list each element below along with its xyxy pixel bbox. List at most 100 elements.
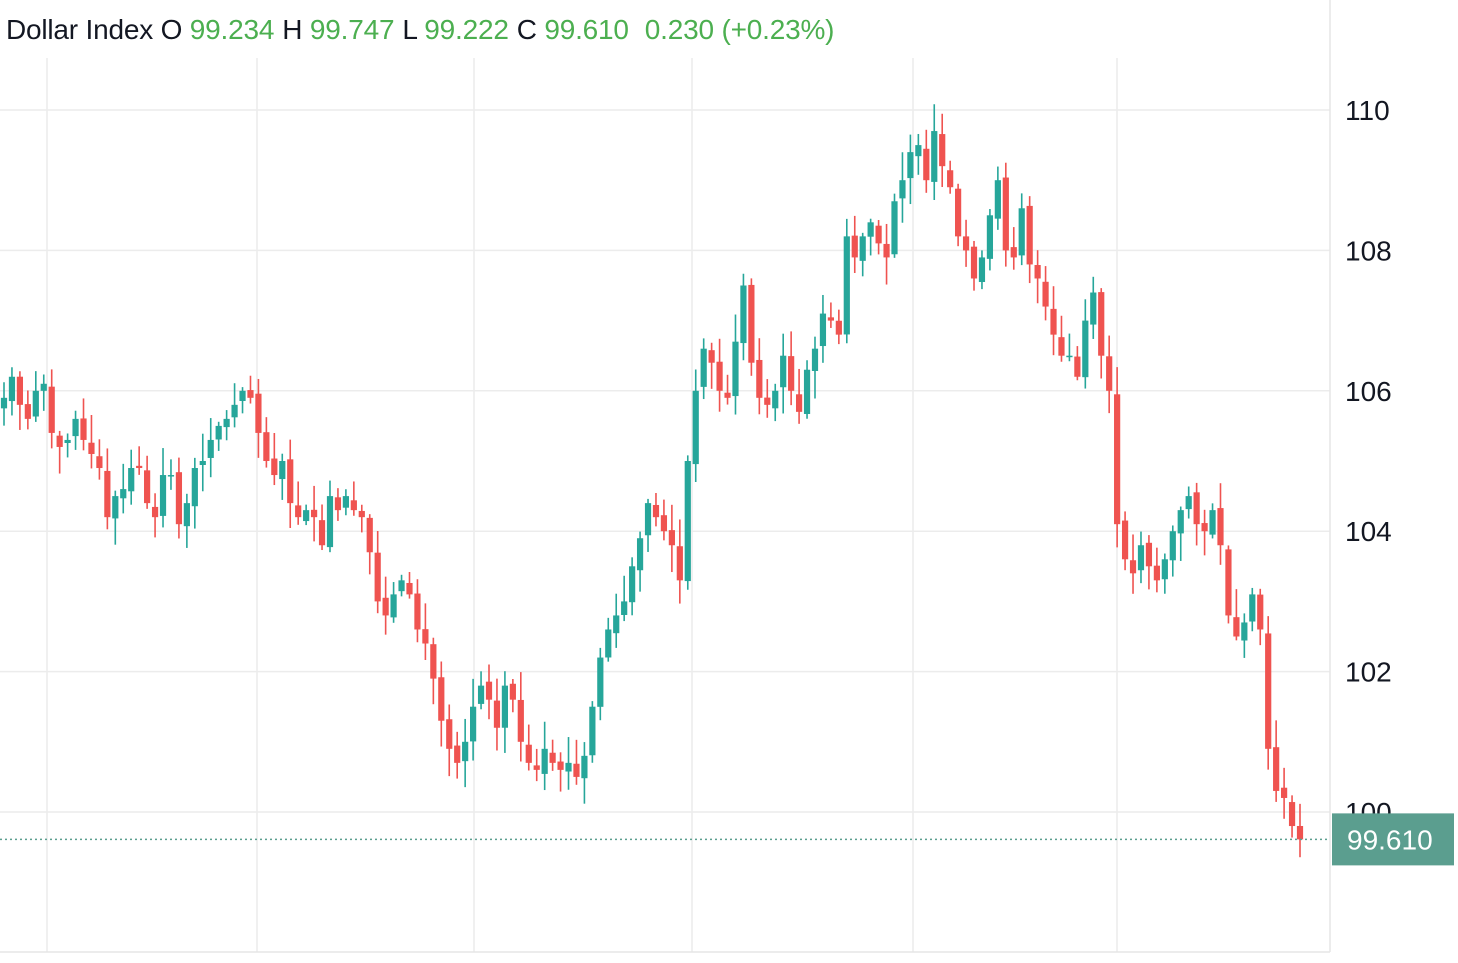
candle: [835, 309, 842, 345]
candle-body: [1082, 320, 1089, 378]
candle: [40, 374, 47, 411]
candle: [573, 739, 580, 785]
candle: [1209, 503, 1216, 539]
candle-body: [485, 681, 493, 700]
candle-body: [589, 706, 596, 756]
candle-body: [748, 284, 755, 363]
candle-body: [1273, 747, 1280, 791]
candle: [398, 574, 405, 597]
candle-body: [310, 509, 318, 518]
candle-body: [724, 392, 731, 398]
candle: [939, 113, 946, 188]
candle-body: [915, 145, 922, 157]
candle-body: [1209, 510, 1216, 535]
candle-body: [1296, 825, 1304, 840]
candle: [947, 160, 954, 194]
candle-body: [183, 503, 190, 527]
candle-body: [56, 435, 63, 447]
candle: [390, 582, 397, 623]
candle-body: [1265, 633, 1272, 749]
candle-body: [406, 582, 413, 595]
candle: [8, 367, 16, 416]
candle-body: [477, 685, 485, 704]
candle-body: [708, 350, 715, 363]
candle-body: [1249, 594, 1256, 622]
candle-body: [207, 439, 214, 458]
candle-body: [923, 148, 930, 181]
candle: [907, 134, 914, 205]
candle-body: [350, 500, 357, 511]
y-tick-label-104: 104: [1345, 516, 1392, 547]
candle-body: [549, 752, 556, 763]
candle: [255, 378, 262, 458]
candle-body: [899, 180, 906, 199]
candle-body: [374, 552, 381, 602]
candle-body: [454, 745, 461, 763]
candle-body: [788, 356, 795, 391]
candle: [470, 678, 477, 761]
candle: [279, 453, 286, 500]
candle-body: [660, 515, 668, 532]
candle-body: [1002, 177, 1009, 251]
candle: [621, 575, 628, 622]
candle: [1241, 613, 1248, 658]
candle: [1074, 346, 1081, 381]
last-price-label: 99.610: [1332, 813, 1454, 866]
legend-change-percent: (+0.23%): [721, 14, 835, 45]
candle: [803, 360, 811, 419]
candle: [533, 748, 540, 782]
candle-body: [947, 170, 954, 188]
candle: [366, 514, 373, 575]
candle-body: [517, 699, 524, 742]
candle: [1273, 720, 1280, 802]
candle-body: [1121, 520, 1129, 560]
candle: [144, 455, 151, 509]
candle: [1090, 276, 1097, 339]
candle: [1137, 531, 1145, 584]
candle: [843, 218, 850, 344]
candle-body: [668, 530, 675, 546]
candle: [1106, 335, 1113, 414]
candle: [589, 701, 596, 763]
candle-body: [573, 763, 580, 777]
candle: [827, 302, 834, 328]
candle-body: [867, 222, 874, 237]
legend-open-value: 99.234: [189, 14, 275, 45]
candle-body: [390, 594, 397, 618]
candle-body: [676, 546, 683, 581]
candle: [899, 152, 906, 223]
candle-body: [493, 700, 501, 728]
candle: [756, 338, 763, 415]
candle-body: [1169, 531, 1176, 561]
candle-body: [1288, 802, 1296, 827]
candle: [350, 481, 357, 516]
candle: [136, 446, 143, 475]
candle: [454, 731, 461, 779]
candle: [891, 193, 898, 258]
candle-body: [939, 134, 946, 167]
candle-body: [295, 505, 302, 518]
candle-body: [819, 313, 827, 347]
candle-body: [581, 755, 588, 779]
y-tick-label-106: 106: [1345, 376, 1392, 407]
candle-body: [1153, 565, 1160, 581]
candle: [485, 664, 493, 720]
candle: [978, 250, 986, 290]
candle: [0, 382, 8, 426]
candle-body: [279, 461, 286, 480]
candle-body: [247, 390, 254, 398]
candle: [16, 371, 24, 430]
candle: [128, 449, 135, 505]
candle-body: [1050, 308, 1057, 335]
candle: [1010, 227, 1017, 270]
candle: [724, 374, 731, 405]
candle: [581, 742, 588, 804]
candle-body: [541, 748, 548, 774]
candle: [310, 485, 318, 542]
candle: [1257, 588, 1264, 646]
candle: [1161, 553, 1168, 594]
candle-body: [8, 376, 16, 402]
